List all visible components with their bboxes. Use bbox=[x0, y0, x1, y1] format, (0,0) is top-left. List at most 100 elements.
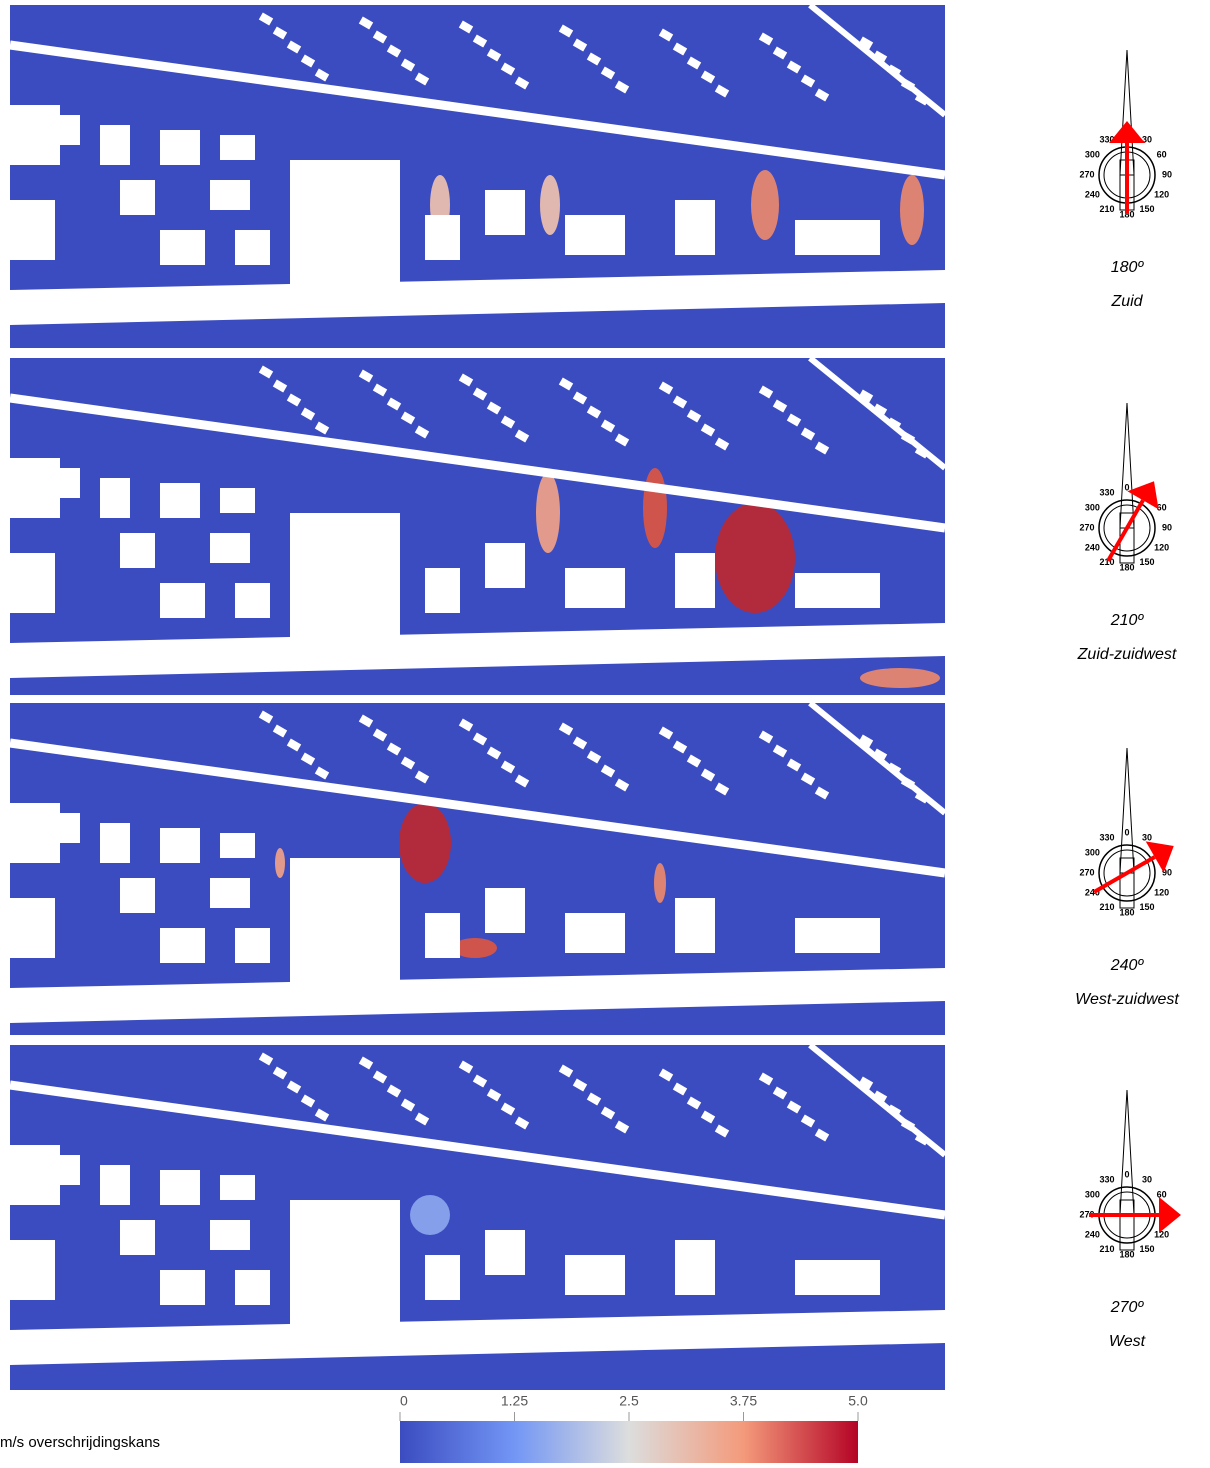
compass-label: 240 bbox=[1085, 1229, 1100, 1239]
wind-hotspot bbox=[751, 170, 779, 240]
compass-label: 60 bbox=[1157, 1189, 1167, 1199]
building bbox=[290, 513, 400, 648]
building bbox=[60, 813, 80, 843]
compass-label: 60 bbox=[1157, 149, 1167, 159]
compass-label: 120 bbox=[1154, 542, 1169, 552]
compass-label: 30 bbox=[1142, 833, 1152, 843]
building bbox=[120, 1220, 155, 1255]
building bbox=[425, 913, 460, 958]
compass-spire bbox=[1120, 403, 1134, 528]
compass-label: 0 bbox=[1124, 827, 1129, 837]
building bbox=[100, 1165, 130, 1205]
building bbox=[60, 115, 80, 145]
wind-angle: 240º bbox=[1110, 957, 1145, 974]
compass-label: 150 bbox=[1139, 902, 1154, 912]
wind-angle: 180º bbox=[1111, 259, 1145, 276]
map-panel: 0306090120150180210240270300330270ºWest bbox=[10, 1045, 1181, 1390]
building bbox=[210, 1220, 250, 1250]
compass-label: 210 bbox=[1099, 557, 1114, 567]
compass-label: 270 bbox=[1079, 522, 1094, 532]
compass-label: 270 bbox=[1079, 169, 1094, 179]
building bbox=[60, 468, 80, 498]
colorbar-caption: m/s overschrijdingskans bbox=[0, 1434, 160, 1451]
building bbox=[160, 583, 205, 618]
compass-label: 240 bbox=[1085, 542, 1100, 552]
building bbox=[220, 1175, 255, 1200]
building bbox=[675, 200, 715, 255]
compass-label: 300 bbox=[1085, 149, 1100, 159]
compass-label: 300 bbox=[1085, 502, 1100, 512]
compass-label: 150 bbox=[1139, 557, 1154, 567]
building bbox=[160, 130, 200, 165]
colorbar-tick-label: 2.5 bbox=[619, 1393, 639, 1409]
building bbox=[120, 533, 155, 568]
map-panel: 0306090120150180210240270300330240ºWest-… bbox=[10, 703, 1179, 1035]
building bbox=[795, 918, 880, 953]
wind-direction: West-zuidwest bbox=[1075, 991, 1179, 1008]
building bbox=[160, 1270, 205, 1305]
colorbar-tick-label: 1.25 bbox=[501, 1393, 528, 1409]
building bbox=[160, 230, 205, 265]
compass-label: 90 bbox=[1162, 169, 1172, 179]
figure: m/s overschrijdingskans 0306090120150180… bbox=[0, 0, 1210, 1463]
building bbox=[160, 928, 205, 963]
compass-label: 210 bbox=[1099, 1244, 1114, 1254]
colorbar-tick-label: 0 bbox=[400, 1393, 408, 1409]
compass-label: 240 bbox=[1085, 189, 1100, 199]
building bbox=[290, 160, 400, 295]
building bbox=[10, 1240, 55, 1300]
building bbox=[485, 1230, 525, 1275]
wind-hotspot bbox=[860, 668, 940, 688]
building bbox=[160, 828, 200, 863]
building bbox=[210, 180, 250, 210]
map-panel: 0306090120150180210240270300330210ºZuid-… bbox=[10, 358, 1177, 695]
wind-direction: West bbox=[1109, 1333, 1146, 1350]
wind-hotspot bbox=[900, 175, 924, 245]
building bbox=[160, 483, 200, 518]
building bbox=[210, 878, 250, 908]
colorbar-tick-label: 3.75 bbox=[730, 1393, 757, 1409]
compass-label: 180 bbox=[1119, 562, 1134, 572]
compass-label: 180 bbox=[1119, 907, 1134, 917]
compass-label: 150 bbox=[1139, 1244, 1154, 1254]
compass-label: 330 bbox=[1099, 833, 1114, 843]
building bbox=[60, 1155, 80, 1185]
compass-label: 210 bbox=[1099, 902, 1114, 912]
compass-label: 30 bbox=[1142, 135, 1152, 145]
building bbox=[795, 220, 880, 255]
compass-label: 270 bbox=[1079, 867, 1094, 877]
building bbox=[425, 1255, 460, 1300]
building bbox=[10, 553, 55, 613]
compass-label: 300 bbox=[1085, 847, 1100, 857]
building bbox=[675, 898, 715, 953]
building bbox=[10, 458, 60, 518]
building bbox=[235, 583, 270, 618]
building bbox=[675, 1240, 715, 1295]
building bbox=[210, 533, 250, 563]
wind-angle: 270º bbox=[1110, 1299, 1145, 1316]
wind-arrow-head bbox=[1109, 121, 1145, 143]
building bbox=[425, 215, 460, 260]
map-panel: 0306090120150180210240270300330180ºZuid bbox=[10, 5, 1172, 348]
wind-hotspot bbox=[399, 803, 451, 883]
building bbox=[795, 573, 880, 608]
building bbox=[220, 135, 255, 160]
colorbar bbox=[400, 1421, 858, 1463]
colorbar-tick-label: 5.0 bbox=[848, 1393, 868, 1409]
wind-direction: Zuid-zuidwest bbox=[1077, 646, 1177, 663]
compass-spire bbox=[1120, 1090, 1134, 1215]
compass-label: 120 bbox=[1154, 189, 1169, 199]
building bbox=[10, 1145, 60, 1205]
compass-label: 90 bbox=[1162, 522, 1172, 532]
building bbox=[120, 878, 155, 913]
building bbox=[565, 568, 625, 608]
building bbox=[425, 568, 460, 613]
wind-hotspot bbox=[540, 175, 560, 235]
building bbox=[100, 823, 130, 863]
wind-hotspot bbox=[643, 468, 667, 548]
building bbox=[485, 888, 525, 933]
building bbox=[120, 180, 155, 215]
wind-hotspot bbox=[536, 473, 560, 553]
wind-arrow-head bbox=[1159, 1197, 1181, 1233]
building bbox=[220, 488, 255, 513]
